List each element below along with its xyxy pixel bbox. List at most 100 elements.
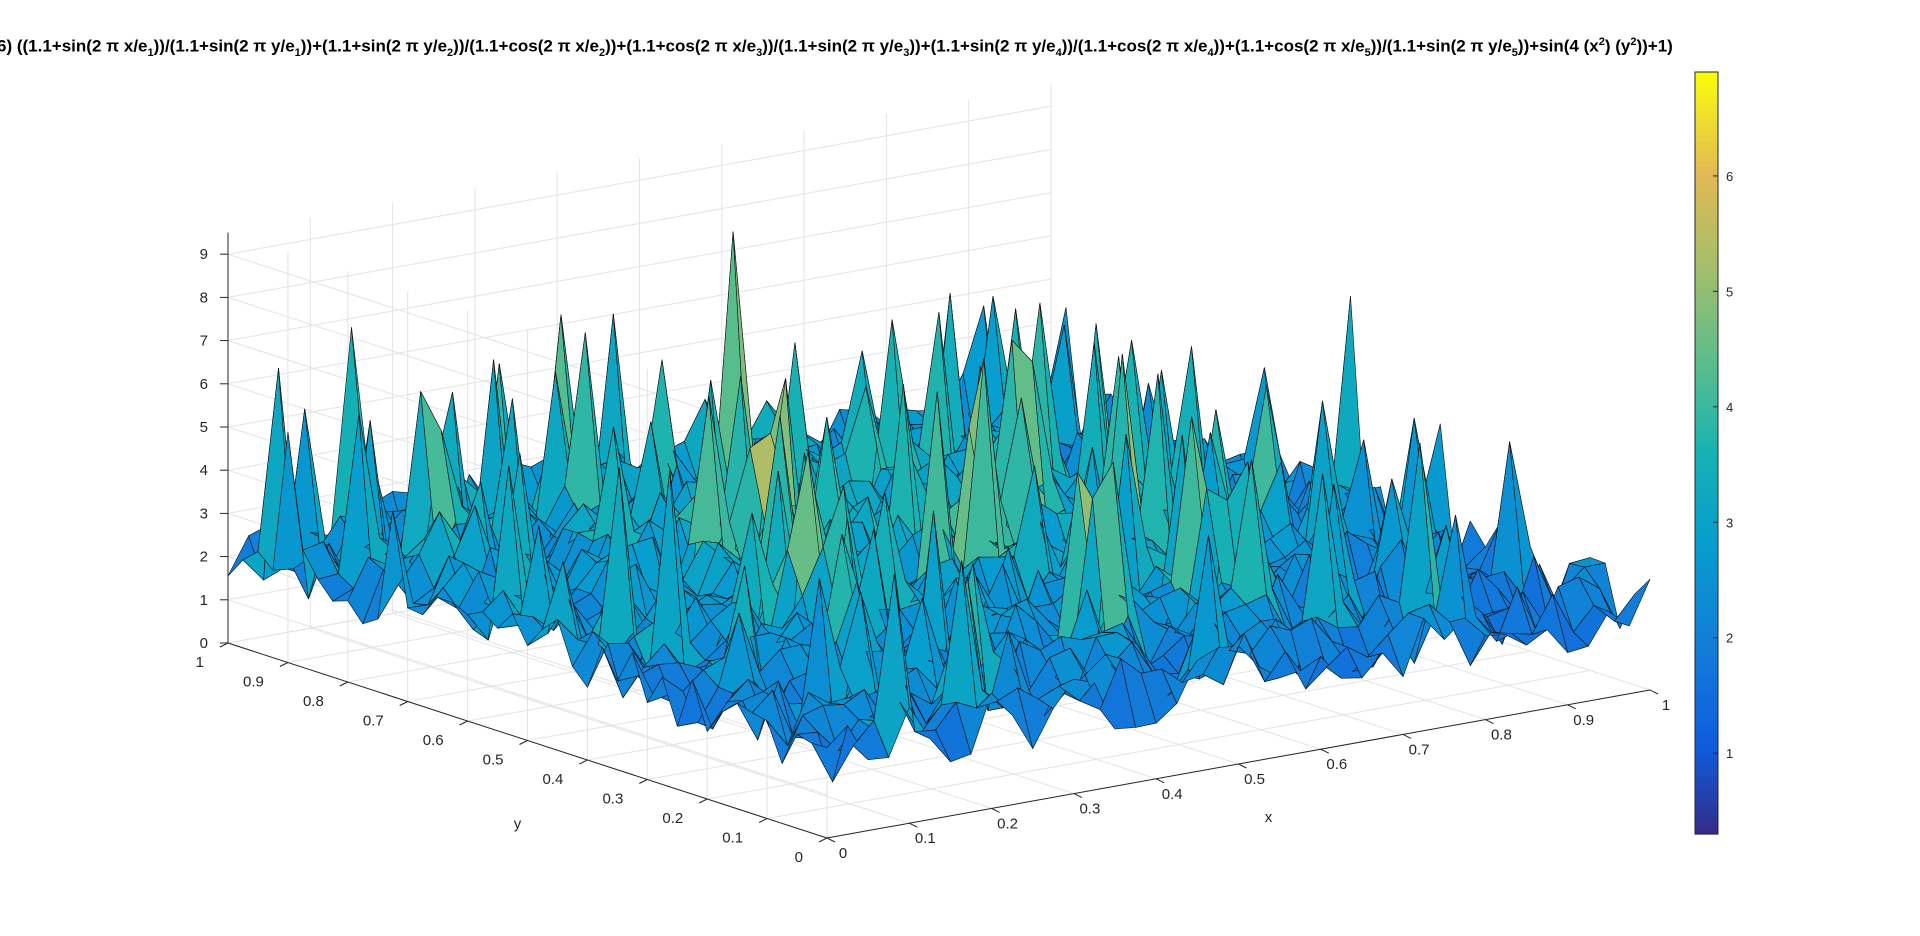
colorbar-segment <box>1695 694 1718 702</box>
colorbar-segment <box>1695 167 1718 175</box>
y-axis-label: y <box>514 815 522 832</box>
y-tick <box>758 818 768 823</box>
colorbar-segment <box>1695 726 1718 733</box>
colorbar-segment <box>1695 516 1718 524</box>
colorbar-segment <box>1695 275 1718 283</box>
colorbar-segment <box>1695 205 1718 213</box>
colorbar-tick-label: 2 <box>1726 631 1733 646</box>
colorbar-segment <box>1695 91 1718 98</box>
colorbar-segment <box>1695 294 1718 302</box>
title-part: ))/(1.1+sin(2 π y/e <box>153 36 295 56</box>
colorbar-segment <box>1695 402 1718 410</box>
colorbar-segment <box>1695 287 1718 295</box>
title-part: ))+sin(4 (x <box>1517 36 1599 56</box>
colorbar-segment <box>1695 560 1718 568</box>
colorbar-segment <box>1695 326 1718 333</box>
colorbar-segment <box>1695 427 1718 435</box>
z-tick-label: 4 <box>200 462 208 479</box>
colorbar-segment <box>1695 103 1718 111</box>
title-part: 1 <box>294 47 301 60</box>
colorbar-segment <box>1695 637 1718 645</box>
x-tick-label: 0.2 <box>997 815 1018 832</box>
colorbar-tick-label: 6 <box>1726 169 1733 184</box>
colorbar-segment <box>1695 160 1718 168</box>
colorbar-segment <box>1695 757 1718 765</box>
colorbar-segment <box>1695 618 1718 626</box>
z-tick-label: 8 <box>200 289 208 306</box>
title-part: ))+(1.1+sin(2 π y/e <box>300 36 448 56</box>
x-tick-label: 0.1 <box>915 830 936 847</box>
colorbar-segment <box>1695 592 1718 600</box>
y-tick <box>399 701 408 706</box>
y-tick <box>219 642 229 648</box>
colorbar-segment <box>1695 376 1718 384</box>
colorbar-segment <box>1695 433 1718 441</box>
x-tick-label: 0.9 <box>1573 712 1594 729</box>
colorbar-segment <box>1695 541 1718 549</box>
z-tick-label: 0 <box>200 635 208 652</box>
colorbar-tick-label: 4 <box>1726 400 1733 415</box>
colorbar-segment <box>1695 821 1718 829</box>
x-tick <box>1485 719 1494 725</box>
title-part: 6) ((1.1+sin(2 π x/e <box>0 36 148 56</box>
colorbar-segment <box>1695 224 1718 232</box>
colorbar-segment <box>1695 357 1718 365</box>
title-part: ))+(1.1+cos(2 π x/e <box>605 36 757 56</box>
title-part: ))/(1.1+cos(2 π x/e <box>453 36 599 56</box>
y-tick-label: 0.4 <box>543 771 564 788</box>
x-axis-label: x <box>1265 809 1273 826</box>
colorbar-segment <box>1695 199 1718 206</box>
colorbar-segment <box>1695 554 1718 562</box>
colorbar-segment <box>1695 580 1718 587</box>
colorbar-segment <box>1695 783 1718 791</box>
surface-layer <box>227 231 1651 783</box>
colorbar-segment <box>1695 497 1718 505</box>
colorbar-segment <box>1695 129 1718 137</box>
x-tick-label: 0.5 <box>1244 771 1265 788</box>
colorbar-segment <box>1695 281 1718 289</box>
title-part: 2 <box>447 47 454 60</box>
x-tick <box>1567 704 1576 710</box>
colorbar-segment <box>1695 478 1718 486</box>
x-tick-label: 0.7 <box>1409 741 1430 758</box>
x-tick-label: 0.6 <box>1326 756 1347 773</box>
title-part: 4 <box>1055 47 1062 60</box>
colorbar-segment <box>1695 529 1718 537</box>
colorbar-segment <box>1695 599 1718 606</box>
colorbar-segment <box>1695 110 1718 118</box>
colorbar-segment <box>1695 135 1718 143</box>
colorbar-segment <box>1695 179 1718 187</box>
colorbar-tick-label: 5 <box>1726 284 1733 299</box>
colorbar-segment <box>1695 802 1718 810</box>
colorbar-segment <box>1695 643 1718 651</box>
colorbar-segment <box>1695 535 1718 543</box>
z-tick-label: 7 <box>200 333 208 350</box>
y-tick <box>698 798 708 804</box>
colorbar-segment <box>1695 440 1718 448</box>
colorbar-segment <box>1695 383 1718 391</box>
x-tick <box>909 822 918 828</box>
colorbar-segment <box>1695 548 1718 556</box>
colorbar-segment <box>1695 97 1718 105</box>
y-tick <box>579 759 588 765</box>
colorbar-segment <box>1695 249 1718 257</box>
x-tick-label: 0 <box>839 845 847 862</box>
colorbar-segment <box>1695 522 1718 530</box>
y-tick <box>279 662 289 667</box>
colorbar-tick-label: 1 <box>1726 746 1733 761</box>
colorbar-segment <box>1695 745 1718 753</box>
colorbar-segment <box>1695 72 1718 79</box>
colorbar-segment <box>1695 675 1718 683</box>
y-tick <box>339 681 349 687</box>
x-tick <box>1238 763 1247 769</box>
colorbar-segment <box>1695 421 1718 429</box>
colorbar: 1 2 3 4 5 6 <box>1694 71 1733 835</box>
colorbar-segment <box>1695 770 1718 778</box>
title-part: ))/(1.1+sin(2 π y/e <box>1370 36 1512 56</box>
x-tick <box>1402 733 1412 739</box>
colorbar-segment <box>1695 687 1718 695</box>
y-tick-label: 0.3 <box>602 791 623 808</box>
colorbar-segment <box>1695 186 1718 194</box>
title-part: 2 <box>1630 36 1637 48</box>
colorbar-segment <box>1695 719 1718 727</box>
